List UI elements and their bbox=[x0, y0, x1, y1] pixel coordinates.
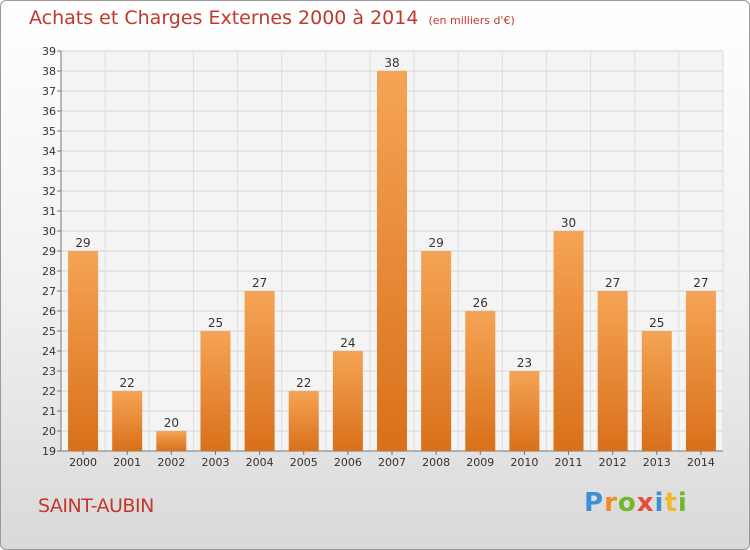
bar-2008 bbox=[421, 251, 452, 451]
x-tick-label-2009: 2009 bbox=[466, 456, 494, 469]
bar-2006 bbox=[332, 351, 363, 451]
bar-2004 bbox=[244, 291, 275, 451]
logo-letter: o bbox=[617, 488, 637, 518]
y-tick-label: 19 bbox=[42, 445, 56, 458]
y-tick-label: 39 bbox=[42, 45, 56, 58]
bar-2000 bbox=[68, 251, 99, 451]
logo-letter: t bbox=[664, 488, 678, 518]
bar-2001 bbox=[112, 391, 143, 451]
x-tick-label-2011: 2011 bbox=[555, 456, 583, 469]
x-tick-label-2007: 2007 bbox=[378, 456, 406, 469]
bar-2009 bbox=[465, 311, 496, 451]
chart-subtitle: (en milliers d'€) bbox=[428, 14, 515, 27]
bar-2005 bbox=[288, 391, 319, 451]
location-name: SAINT-AUBIN bbox=[38, 495, 154, 517]
data-label-2001: 22 bbox=[120, 376, 135, 390]
y-tick-label: 37 bbox=[42, 85, 56, 98]
x-tick-label-2000: 2000 bbox=[69, 456, 97, 469]
y-tick-label: 32 bbox=[42, 185, 56, 198]
bar-2011 bbox=[553, 231, 584, 451]
y-tick-label: 27 bbox=[42, 285, 56, 298]
y-tick-label: 31 bbox=[42, 205, 56, 218]
bar-2002 bbox=[156, 431, 187, 451]
logo-letter: x bbox=[636, 488, 655, 518]
x-tick-label-2014: 2014 bbox=[687, 456, 715, 469]
y-tick-label: 28 bbox=[42, 265, 56, 278]
proxiti-logo: Proxiti bbox=[584, 488, 688, 518]
data-label-2000: 29 bbox=[75, 236, 90, 250]
logo-letter: P bbox=[584, 488, 605, 518]
x-axis: 2000 2001 2002 2003 2004 2005 2006 2007 2008 2009… bbox=[69, 451, 715, 469]
bar-2014 bbox=[685, 291, 716, 451]
bar-2003 bbox=[200, 331, 231, 451]
chart-title: Achats et Charges Externes 2000 à 2014 (e… bbox=[29, 7, 515, 29]
x-tick-label-2003: 2003 bbox=[201, 456, 229, 469]
data-label-2007: 38 bbox=[384, 56, 399, 70]
data-label-2010: 23 bbox=[517, 356, 532, 370]
logo-letter: r bbox=[604, 488, 618, 518]
bar-2012 bbox=[597, 291, 628, 451]
bar-2007 bbox=[377, 71, 407, 451]
data-label-2013: 25 bbox=[649, 316, 664, 330]
x-tick-label-2012: 2012 bbox=[599, 456, 627, 469]
bar-2010 bbox=[509, 371, 540, 451]
data-label-2004: 27 bbox=[252, 276, 267, 290]
y-tick-label: 29 bbox=[42, 245, 56, 258]
x-tick-label-2006: 2006 bbox=[334, 456, 362, 469]
bars: 29 22 20 25 27 22 24 38 29 26 23 30 27 25 27 bbox=[68, 56, 716, 451]
logo-letter: i bbox=[677, 488, 688, 518]
y-tick-label: 30 bbox=[42, 225, 56, 238]
x-tick-label-2005: 2005 bbox=[290, 456, 318, 469]
y-tick-label: 24 bbox=[42, 345, 56, 358]
x-tick-label-2002: 2002 bbox=[157, 456, 185, 469]
logo-letter: i bbox=[654, 488, 665, 518]
y-tick-label: 22 bbox=[42, 385, 56, 398]
y-axis: 19 20 21 22 23 24 25 26 27 28 29 30 31 32 33 34 35 36 37 38… bbox=[42, 45, 56, 458]
data-label-2002: 20 bbox=[164, 416, 179, 430]
y-tick-label: 34 bbox=[42, 145, 56, 158]
data-label-2011: 30 bbox=[561, 216, 576, 230]
x-tick-label-2013: 2013 bbox=[643, 456, 671, 469]
y-tick-label: 38 bbox=[42, 65, 56, 78]
data-label-2008: 29 bbox=[428, 236, 443, 250]
x-tick-label-2001: 2001 bbox=[113, 456, 141, 469]
x-tick-label-2008: 2008 bbox=[422, 456, 450, 469]
x-tick-label-2004: 2004 bbox=[246, 456, 274, 469]
y-tick-label: 35 bbox=[42, 125, 56, 138]
y-tick-label: 21 bbox=[42, 405, 56, 418]
y-tick-label: 36 bbox=[42, 105, 56, 118]
data-label-2009: 26 bbox=[473, 296, 488, 310]
bar-2013 bbox=[641, 331, 672, 451]
data-label-2005: 22 bbox=[296, 376, 311, 390]
y-tick-label: 33 bbox=[42, 165, 56, 178]
data-label-2006: 24 bbox=[340, 336, 355, 350]
x-tick-label-2010: 2010 bbox=[510, 456, 538, 469]
chart-title-text: Achats et Charges Externes 2000 à 2014 bbox=[29, 7, 419, 29]
y-tick-label: 23 bbox=[42, 365, 56, 378]
y-tick-label: 25 bbox=[42, 325, 56, 338]
y-tick-label: 20 bbox=[42, 425, 56, 438]
data-label-2012: 27 bbox=[605, 276, 620, 290]
y-tick-label: 26 bbox=[42, 305, 56, 318]
data-label-2003: 25 bbox=[208, 316, 223, 330]
data-label-2014: 27 bbox=[693, 276, 708, 290]
